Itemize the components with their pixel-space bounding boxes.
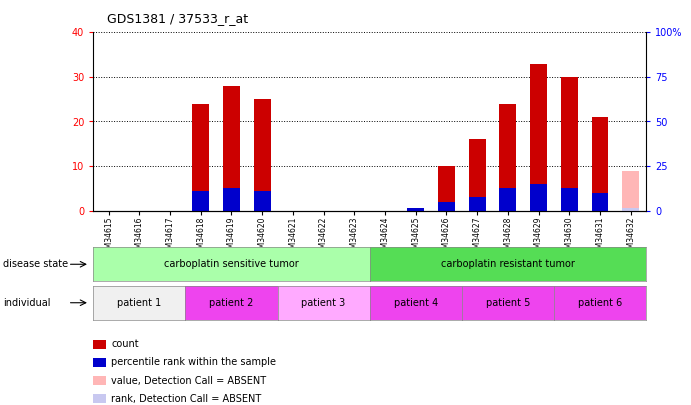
- Text: count: count: [111, 339, 139, 349]
- Text: carboplatin resistant tumor: carboplatin resistant tumor: [441, 259, 575, 269]
- Text: individual: individual: [3, 298, 51, 308]
- Text: patient 1: patient 1: [117, 298, 162, 308]
- Bar: [591, 117, 609, 211]
- Text: rank, Detection Call = ABSENT: rank, Detection Call = ABSENT: [111, 394, 261, 404]
- Bar: [407, 208, 424, 211]
- Text: patient 5: patient 5: [486, 298, 530, 308]
- Bar: [468, 139, 486, 211]
- Bar: [500, 104, 516, 211]
- Bar: [192, 190, 209, 211]
- Bar: [438, 166, 455, 211]
- Bar: [438, 202, 455, 211]
- Text: carboplatin sensitive tumor: carboplatin sensitive tumor: [164, 259, 299, 269]
- Bar: [500, 188, 516, 211]
- Bar: [561, 77, 578, 211]
- Bar: [530, 184, 547, 211]
- Text: value, Detection Call = ABSENT: value, Detection Call = ABSENT: [111, 376, 266, 386]
- Bar: [591, 193, 609, 211]
- Bar: [223, 86, 240, 211]
- Bar: [530, 64, 547, 211]
- Text: disease state: disease state: [3, 259, 68, 269]
- Bar: [623, 208, 639, 211]
- Bar: [254, 190, 271, 211]
- Text: percentile rank within the sample: percentile rank within the sample: [111, 358, 276, 367]
- Bar: [468, 197, 486, 211]
- Bar: [192, 104, 209, 211]
- Text: patient 6: patient 6: [578, 298, 622, 308]
- Bar: [561, 188, 578, 211]
- Text: GDS1381 / 37533_r_at: GDS1381 / 37533_r_at: [107, 12, 248, 25]
- Text: patient 2: patient 2: [209, 298, 254, 308]
- Bar: [623, 171, 639, 211]
- Text: patient 3: patient 3: [301, 298, 346, 308]
- Text: patient 4: patient 4: [394, 298, 438, 308]
- Bar: [254, 99, 271, 211]
- Bar: [223, 188, 240, 211]
